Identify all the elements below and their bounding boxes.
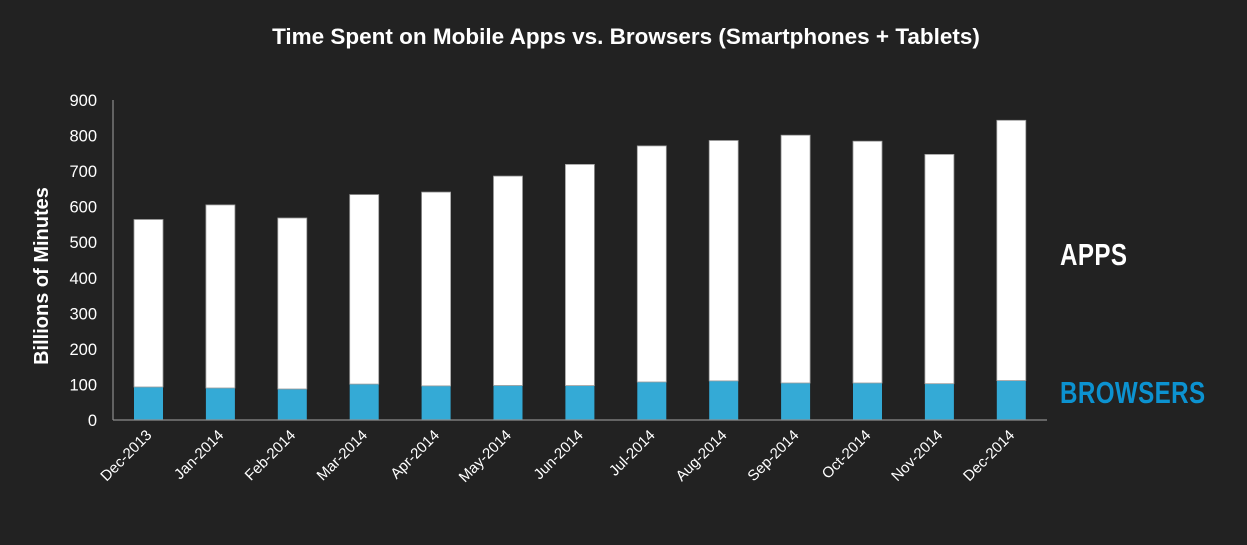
x-tick-label: Dec-2013 xyxy=(97,427,155,485)
x-tick-label: Sep-2014 xyxy=(744,427,802,485)
x-tick-label: Feb-2014 xyxy=(242,427,299,484)
bar-browsers-dec-2013 xyxy=(134,387,163,420)
bar-browsers-apr-2014 xyxy=(422,386,451,420)
legend-browsers: BROWSERS xyxy=(1060,375,1206,411)
y-tick-label: 300 xyxy=(69,305,97,323)
bar-browsers-mar-2014 xyxy=(350,384,379,420)
bar-browsers-sep-2014 xyxy=(781,383,810,420)
bar-browsers-jul-2014 xyxy=(637,382,666,420)
bar-browsers-jun-2014 xyxy=(565,386,594,421)
bar-browsers-feb-2014 xyxy=(278,389,307,420)
bar-apps-oct-2014 xyxy=(853,141,882,383)
bar-apps-may-2014 xyxy=(494,176,523,385)
bar-apps-aug-2014 xyxy=(709,141,738,381)
x-tick-label: Nov-2014 xyxy=(888,427,946,485)
x-tick-label: Apr-2014 xyxy=(387,427,443,483)
x-tick-label: Jul-2014 xyxy=(606,427,659,480)
bar-apps-sep-2014 xyxy=(781,135,810,383)
x-tick-labels: Dec-2013 Jan-2014 Feb-2014 Mar-2014 Apr-2014… xyxy=(97,427,1018,486)
bar-apps-dec-2013 xyxy=(134,220,163,388)
bar-apps-jan-2014 xyxy=(206,205,235,388)
x-tick-label: May-2014 xyxy=(456,427,515,486)
x-tick-label: Jan-2014 xyxy=(171,427,227,483)
y-axis-label: Billions of Minutes xyxy=(31,187,53,365)
x-tick-label: Oct-2014 xyxy=(819,427,875,483)
x-tick-label: Dec-2014 xyxy=(960,427,1018,485)
bar-browsers-dec-2014 xyxy=(997,381,1026,421)
bar-browsers-may-2014 xyxy=(494,386,523,421)
y-tick-label: 600 xyxy=(69,199,97,217)
x-tick-label: Mar-2014 xyxy=(314,427,371,484)
y-tick-label: 400 xyxy=(69,270,97,288)
legend-apps: APPS xyxy=(1060,237,1127,273)
x-tick-label: Aug-2014 xyxy=(673,427,731,485)
y-tick-label: 0 xyxy=(88,412,97,430)
bar-browsers-nov-2014 xyxy=(925,384,954,420)
bars-layer xyxy=(134,120,1026,420)
bar-apps-apr-2014 xyxy=(422,192,451,386)
x-tick-label: Jun-2014 xyxy=(530,427,586,483)
y-tick-label: 700 xyxy=(69,163,97,181)
y-tick-labels: 0 100 200 300 400 500 600 700 800 900 xyxy=(69,92,97,430)
y-tick-label: 500 xyxy=(69,234,97,252)
bar-apps-dec-2014 xyxy=(997,120,1026,380)
y-tick-label: 800 xyxy=(69,128,97,146)
bar-apps-jul-2014 xyxy=(637,146,666,382)
y-tick-label: 100 xyxy=(69,376,97,394)
bar-apps-jun-2014 xyxy=(565,164,594,385)
bar-browsers-aug-2014 xyxy=(709,381,738,420)
bar-browsers-jan-2014 xyxy=(206,388,235,420)
bar-browsers-oct-2014 xyxy=(853,383,882,420)
y-tick-label: 200 xyxy=(69,341,97,359)
y-tick-label: 900 xyxy=(69,92,97,110)
bar-apps-feb-2014 xyxy=(278,218,307,389)
bar-apps-mar-2014 xyxy=(350,195,379,385)
bar-apps-nov-2014 xyxy=(925,154,954,383)
